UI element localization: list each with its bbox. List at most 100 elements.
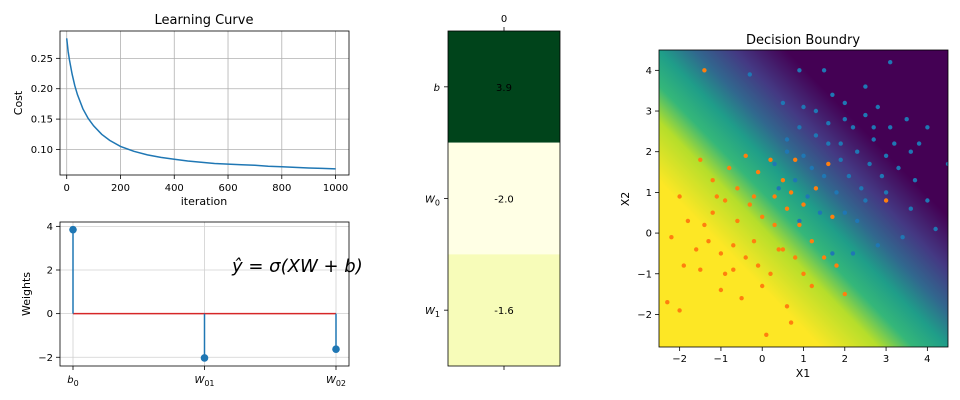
scatter-point	[797, 222, 802, 228]
scatter-point	[805, 194, 810, 199]
decision-boundary-xtick-label: −1	[714, 354, 729, 365]
scatter-point	[850, 251, 856, 256]
decision-boundary-xtick-label: 4	[924, 354, 930, 365]
decision-boundary-xtick-label: 1	[800, 354, 806, 365]
scatter-point	[677, 308, 682, 313]
scatter-point	[888, 125, 893, 130]
scatter-point	[801, 153, 806, 158]
scatter-point	[883, 198, 889, 203]
scatter-point	[698, 267, 703, 272]
weights-heatmap-panel: 3.9 -2.0 -1.6 b W0 W1 0	[425, 14, 561, 370]
scatter-point	[681, 263, 686, 268]
scatter-point	[722, 198, 728, 203]
scatter-point	[780, 100, 786, 106]
scatter-point	[776, 186, 781, 191]
weights-xtick-label: W01	[194, 375, 214, 388]
heatmap-ytick-label: W0	[425, 195, 440, 208]
equation-annotation: ŷ = σ(XW + b)	[231, 256, 363, 277]
scatter-point	[809, 239, 814, 244]
scatter-point	[809, 283, 814, 289]
scatter-point	[793, 157, 798, 162]
scatter-point	[809, 165, 814, 171]
scatter-point	[788, 320, 794, 325]
scatter-point	[945, 161, 948, 167]
scatter-point	[735, 218, 740, 224]
scatter-point	[892, 141, 897, 146]
learning-curve-xtick-label: 400	[165, 183, 184, 194]
scatter-point	[718, 287, 724, 293]
scatter-point	[764, 332, 769, 337]
scatter-point	[863, 112, 868, 118]
scatter-point	[842, 210, 847, 215]
decision-boundary-ylabel: X2	[619, 192, 632, 207]
scatter-point	[702, 222, 707, 228]
scatter-point	[665, 300, 670, 305]
decision-boundary-xtick-label: 0	[759, 354, 765, 365]
scatter-point	[834, 263, 839, 268]
scatter-point	[813, 133, 819, 138]
scatter-point	[751, 194, 757, 199]
scatter-point	[776, 247, 781, 252]
scatter-point	[784, 137, 790, 142]
scatter-point	[879, 173, 885, 179]
scatter-point	[743, 153, 748, 158]
scatter-point	[710, 178, 715, 183]
learning-curve-title: Learning Curve	[155, 13, 254, 28]
heatmap-cell-label: 3.9	[496, 83, 512, 94]
scatter-point	[784, 149, 790, 154]
learning-curve-ytick-label: 0.10	[31, 145, 53, 156]
heatmap-ticks: b W0 W1 0	[425, 14, 507, 370]
scatter-point	[784, 206, 790, 211]
scatter-point	[908, 149, 913, 154]
scatter-point	[883, 153, 889, 158]
scatter-point	[780, 247, 786, 252]
scatter-point	[859, 186, 864, 191]
scatter-point	[751, 239, 757, 244]
scatter-point	[842, 117, 847, 122]
heatmap-cell	[448, 254, 560, 366]
heatmap-ytick-label: W1	[425, 306, 440, 319]
learning-curve-ytick-label: 0.15	[31, 115, 53, 126]
scatter-point	[863, 198, 868, 203]
weights-stem-panel: −2 0 2 4 b0 W01 W02 Weights ŷ = σ(XW + b)	[20, 221, 363, 388]
scatter-point	[900, 235, 905, 240]
scatter-point	[813, 108, 819, 114]
learning-curve-xlabel: iteration	[181, 195, 227, 208]
decision-boundary-xticks: −2 −1 0 1 2 3 4	[672, 347, 931, 365]
scatter-point	[797, 218, 802, 224]
scatter-point	[842, 100, 847, 106]
decision-boundary-ytick-label: 2	[646, 147, 652, 158]
decision-boundary-xtick-label: −2	[672, 354, 687, 365]
weights-ytick-label: 0	[47, 309, 53, 320]
weight-stem-marker	[69, 225, 77, 234]
scatter-point	[925, 198, 930, 203]
scatter-point	[871, 137, 876, 142]
scatter-point	[772, 222, 777, 228]
scatter-point	[904, 117, 909, 122]
scatter-point	[784, 304, 790, 309]
learning-curve-grid	[60, 31, 349, 175]
scatter-point	[797, 125, 802, 130]
learning-curve-frame	[59, 30, 350, 176]
scatter-point	[735, 186, 740, 191]
scatter-point	[788, 190, 794, 195]
learning-curve-xtick-label: 1000	[323, 183, 348, 194]
scatter-point	[867, 161, 872, 167]
scatter-point	[801, 271, 806, 276]
scatter-point	[830, 214, 835, 219]
scatter-point	[883, 190, 889, 195]
scatter-point	[821, 68, 827, 73]
weights-yticks: −2 0 2 4	[38, 222, 60, 364]
learning-curve-ytick-label: 0.20	[31, 84, 53, 95]
scatter-point	[838, 141, 843, 146]
heatmap-cell	[448, 142, 560, 255]
scatter-point	[772, 194, 777, 199]
decision-boundary-ytick-label: 4	[646, 66, 652, 77]
scatter-point	[896, 165, 901, 171]
scatter-point	[755, 263, 761, 268]
scatter-point	[722, 271, 728, 276]
scatter-point	[731, 243, 736, 248]
scatter-point	[677, 194, 682, 199]
decision-boundary-ytick-label: 1	[646, 188, 652, 199]
